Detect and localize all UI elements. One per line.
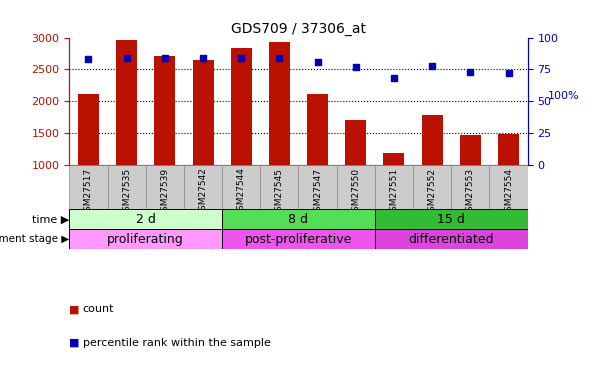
FancyBboxPatch shape xyxy=(375,229,528,249)
FancyBboxPatch shape xyxy=(260,165,298,209)
FancyBboxPatch shape xyxy=(336,165,375,209)
Point xyxy=(313,59,323,65)
Point xyxy=(466,69,475,75)
Point xyxy=(160,55,169,61)
Bar xyxy=(231,48,251,165)
Bar xyxy=(154,56,175,165)
FancyBboxPatch shape xyxy=(451,165,490,209)
Point xyxy=(504,70,513,76)
Text: ■: ■ xyxy=(69,304,80,314)
Bar xyxy=(421,115,443,165)
Text: GSM27517: GSM27517 xyxy=(84,168,93,217)
FancyBboxPatch shape xyxy=(69,209,222,229)
Text: GSM27542: GSM27542 xyxy=(198,168,207,216)
Text: GSM27547: GSM27547 xyxy=(313,168,322,216)
FancyBboxPatch shape xyxy=(375,165,413,209)
FancyBboxPatch shape xyxy=(184,165,222,209)
Text: percentile rank within the sample: percentile rank within the sample xyxy=(83,338,271,348)
Point xyxy=(122,55,131,61)
Text: GSM27545: GSM27545 xyxy=(275,168,284,216)
FancyBboxPatch shape xyxy=(375,209,528,229)
FancyBboxPatch shape xyxy=(222,209,375,229)
Text: GSM27553: GSM27553 xyxy=(466,168,475,217)
Text: time ▶: time ▶ xyxy=(32,214,69,224)
Text: count: count xyxy=(83,304,114,314)
Point xyxy=(428,63,437,69)
Text: 15 d: 15 d xyxy=(437,213,465,226)
FancyBboxPatch shape xyxy=(107,165,146,209)
Point xyxy=(198,55,208,61)
Text: post-proliferative: post-proliferative xyxy=(245,233,352,246)
Text: 2 d: 2 d xyxy=(136,213,156,226)
Bar xyxy=(78,94,99,165)
Y-axis label: 100%: 100% xyxy=(548,92,579,101)
Text: GSM27544: GSM27544 xyxy=(237,168,245,216)
Bar xyxy=(498,134,519,165)
Point xyxy=(236,55,246,61)
Text: development stage ▶: development stage ▶ xyxy=(0,234,69,244)
Text: proliferating: proliferating xyxy=(107,233,184,246)
Text: GSM27554: GSM27554 xyxy=(504,168,513,216)
Point xyxy=(274,55,284,61)
Title: GDS709 / 37306_at: GDS709 / 37306_at xyxy=(231,22,366,36)
Bar xyxy=(269,42,290,165)
Bar xyxy=(346,120,366,165)
FancyBboxPatch shape xyxy=(69,165,107,209)
FancyBboxPatch shape xyxy=(222,229,375,249)
Point xyxy=(84,56,93,62)
Text: GSM27550: GSM27550 xyxy=(352,168,360,217)
Text: ■: ■ xyxy=(69,338,80,348)
FancyBboxPatch shape xyxy=(298,165,336,209)
Text: GSM27552: GSM27552 xyxy=(428,168,437,216)
Text: 8 d: 8 d xyxy=(288,213,309,226)
Text: GSM27539: GSM27539 xyxy=(160,168,169,217)
Text: GSM27535: GSM27535 xyxy=(122,168,131,217)
Point xyxy=(351,64,361,70)
Bar xyxy=(384,153,405,165)
Text: GSM27551: GSM27551 xyxy=(390,168,399,217)
Bar xyxy=(307,94,328,165)
FancyBboxPatch shape xyxy=(69,229,222,249)
Bar xyxy=(116,40,137,165)
Point xyxy=(389,75,399,81)
FancyBboxPatch shape xyxy=(222,165,260,209)
FancyBboxPatch shape xyxy=(413,165,451,209)
Text: differentiated: differentiated xyxy=(408,233,494,246)
FancyBboxPatch shape xyxy=(490,165,528,209)
Bar xyxy=(460,135,481,165)
Bar xyxy=(192,60,213,165)
FancyBboxPatch shape xyxy=(146,165,184,209)
